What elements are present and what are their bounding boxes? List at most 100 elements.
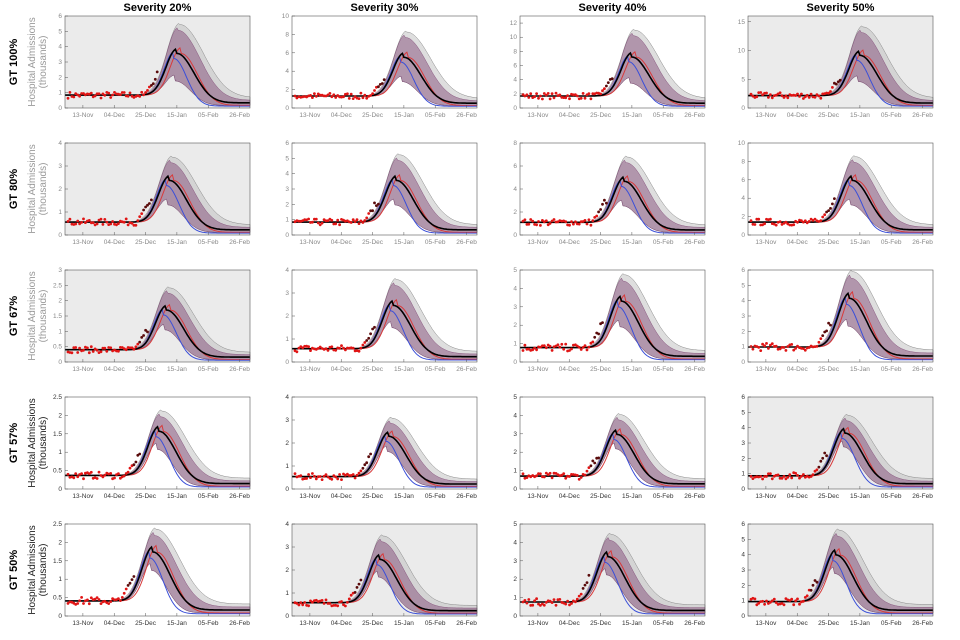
y-tick-label: 10 bbox=[738, 140, 746, 147]
observed-point bbox=[76, 475, 80, 479]
y-tick-label: 2 bbox=[741, 582, 745, 589]
observed-point bbox=[109, 472, 113, 475]
observed-point bbox=[577, 477, 581, 481]
observed-point bbox=[589, 223, 593, 227]
observed-point bbox=[340, 344, 343, 348]
y-tick-label: 3 bbox=[741, 567, 745, 574]
observed-point bbox=[336, 218, 340, 222]
observed-point bbox=[140, 336, 144, 339]
observed-point bbox=[97, 470, 101, 474]
y-tick-label: 2 bbox=[741, 214, 745, 221]
y-tick-label: 1 bbox=[285, 590, 289, 597]
x-tick-label: 25-Dec bbox=[590, 239, 612, 246]
observed-point bbox=[539, 345, 542, 349]
x-tick-label: 05-Feb bbox=[653, 366, 674, 373]
observed-point bbox=[782, 475, 786, 478]
observed-point bbox=[122, 220, 126, 224]
observed-point bbox=[583, 96, 587, 100]
observed-point bbox=[751, 94, 755, 98]
subplot: 0 1 2 3 4 13-Nov 04-Dec 25-Dec 15-Jan 05-Feb 26-Fe… bbox=[58, 140, 251, 246]
observed-point bbox=[800, 219, 803, 223]
y-tick-label: 0.5 bbox=[53, 468, 62, 475]
observed-point bbox=[564, 476, 568, 480]
plot-frame bbox=[519, 15, 706, 109]
y-axis-label-line: Hospital Admissions bbox=[27, 17, 38, 106]
observed-point bbox=[89, 470, 93, 474]
observed-point bbox=[365, 339, 369, 342]
observed-point bbox=[784, 94, 788, 98]
y-tick-label: 6 bbox=[741, 267, 745, 274]
y-tick-label: 2.5 bbox=[53, 282, 62, 289]
y-axis-label-line: Hospital Admissions bbox=[27, 525, 38, 614]
observed-point bbox=[529, 92, 533, 96]
observed-point bbox=[365, 96, 369, 100]
observed-point bbox=[577, 345, 581, 349]
y-tick-label: 0 bbox=[285, 486, 289, 493]
observed-point bbox=[305, 477, 308, 480]
observed-point bbox=[99, 96, 103, 100]
observed-point bbox=[111, 93, 114, 97]
y-tick-label: 0 bbox=[741, 613, 745, 620]
observed-point bbox=[132, 463, 136, 467]
observed-point bbox=[307, 473, 310, 476]
observed-point bbox=[761, 477, 764, 481]
observed-point bbox=[103, 599, 107, 603]
x-tick-label: 05-Feb bbox=[425, 620, 446, 627]
observed-point bbox=[334, 96, 338, 99]
observed-point bbox=[342, 346, 345, 350]
observed-point bbox=[548, 97, 552, 101]
observed-point bbox=[566, 94, 569, 97]
x-tick-label: 25-Dec bbox=[590, 620, 612, 627]
observed-point bbox=[759, 349, 763, 352]
observed-point bbox=[109, 222, 113, 226]
observed-point bbox=[326, 349, 330, 352]
y-tick-label: 5 bbox=[513, 521, 517, 528]
x-tick-label: 04-Dec bbox=[559, 239, 581, 246]
observed-point bbox=[805, 594, 809, 598]
x-tick-label: 15-Jan bbox=[167, 112, 187, 119]
observed-point bbox=[597, 210, 600, 214]
observed-point bbox=[531, 348, 535, 352]
observed-point bbox=[313, 474, 316, 478]
x-tick-label: 15-Jan bbox=[622, 620, 642, 627]
observed-point bbox=[122, 474, 126, 478]
observed-point bbox=[111, 220, 114, 223]
observed-point bbox=[533, 95, 536, 99]
observed-point bbox=[761, 599, 764, 603]
x-tick-label: 04-Dec bbox=[104, 493, 126, 500]
y-tick-label: 2 bbox=[513, 209, 517, 216]
subplot: 0 0.5 1 1.5 2 2.5 13-Nov 04-Dec 25-Dec 15-Jan 05-F… bbox=[53, 521, 251, 627]
observed-point bbox=[831, 86, 834, 89]
x-tick-label: 13-Nov bbox=[72, 493, 94, 500]
x-tick-label: 26-Feb bbox=[684, 366, 705, 373]
observed-point bbox=[318, 345, 322, 349]
observed-point bbox=[99, 217, 103, 221]
y-tick-label: 4 bbox=[513, 186, 517, 193]
observed-point bbox=[753, 223, 757, 226]
observed-point bbox=[566, 599, 569, 603]
observed-point bbox=[601, 89, 604, 93]
observed-point bbox=[293, 94, 297, 98]
x-tick-label: 15-Jan bbox=[167, 620, 187, 627]
observed-point bbox=[297, 346, 301, 350]
y-tick-label: 3 bbox=[58, 163, 62, 170]
y-tick-label: 2 bbox=[58, 74, 62, 81]
observed-point bbox=[373, 89, 376, 92]
subplot: 0 2 4 6 8 10 13-Nov 04-Dec 25-Dec 15-Jan 05-Feb 26-… bbox=[282, 13, 478, 119]
y-tick-label: 4 bbox=[285, 394, 289, 401]
y-tick-label: 1 bbox=[58, 576, 62, 583]
x-tick-label: 26-Feb bbox=[684, 239, 705, 246]
observed-point bbox=[610, 77, 614, 81]
y-tick-label: 0 bbox=[58, 105, 62, 112]
y-tick-label: 6 bbox=[741, 394, 745, 401]
observed-point bbox=[765, 599, 768, 603]
observed-point bbox=[74, 92, 78, 95]
observed-point bbox=[148, 202, 151, 205]
x-tick-label: 04-Dec bbox=[787, 620, 809, 627]
y-tick-label: 2 bbox=[513, 449, 517, 456]
observed-point bbox=[109, 346, 113, 350]
x-tick-label: 25-Dec bbox=[135, 620, 157, 627]
observed-point bbox=[770, 599, 774, 603]
observed-point bbox=[369, 452, 372, 456]
x-tick-label: 05-Feb bbox=[425, 239, 446, 246]
